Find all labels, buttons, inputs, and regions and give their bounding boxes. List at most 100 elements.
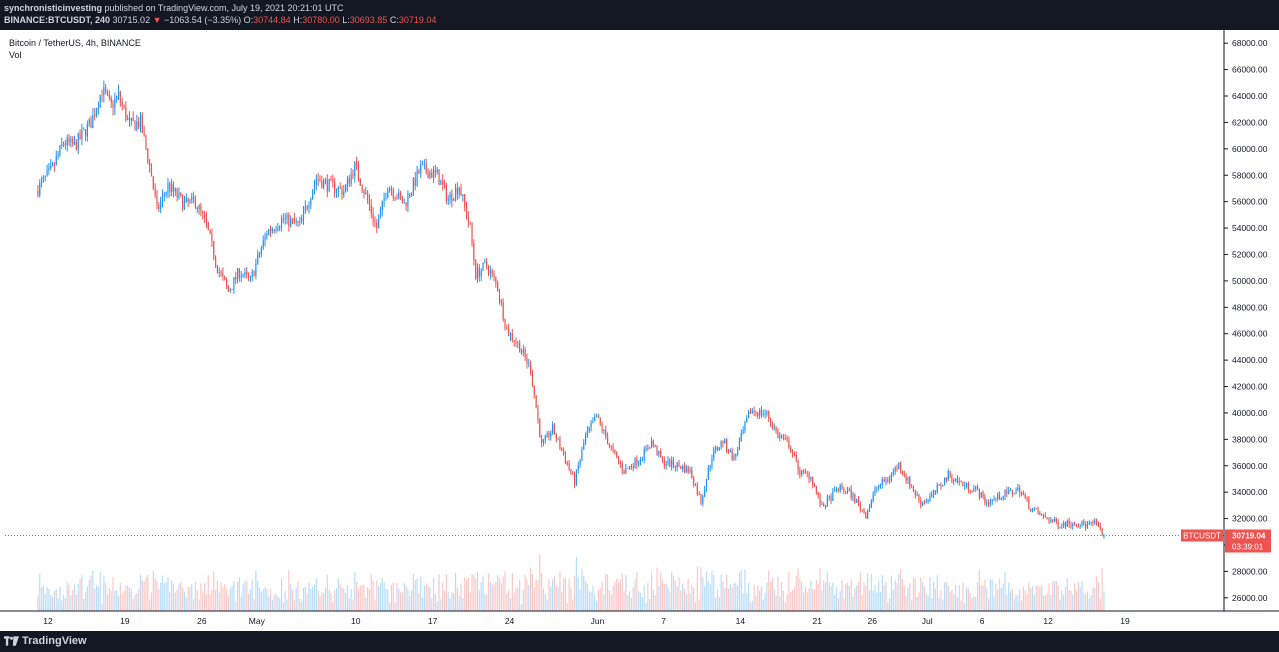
candle-body: [839, 485, 841, 491]
candle-body: [299, 220, 301, 223]
candle-body: [810, 476, 812, 480]
candle-body: [152, 176, 154, 189]
candle-body: [1022, 492, 1024, 495]
volume-bar: [205, 594, 208, 611]
candle-body: [103, 87, 105, 96]
volume-bar: [73, 584, 76, 611]
volume-bar: [121, 593, 123, 611]
volume-bar: [315, 577, 317, 611]
volume-bar: [735, 582, 737, 611]
volume-bar: [705, 571, 708, 611]
candle-body: [1044, 515, 1046, 518]
volume-bar: [398, 588, 400, 611]
volume-bar: [575, 557, 578, 611]
candle-body: [1002, 496, 1004, 499]
volume-bar: [914, 578, 916, 611]
volume-bar: [916, 596, 918, 611]
volume-bar: [616, 578, 618, 611]
x-tick-label: 19: [1120, 616, 1130, 626]
volume-bar: [986, 588, 988, 611]
volume-bar: [854, 588, 856, 611]
volume-bar: [643, 585, 645, 611]
volume-bar: [145, 576, 147, 611]
candle-body: [257, 254, 259, 264]
volume-bar: [99, 571, 101, 611]
candle-body: [768, 411, 770, 419]
candle-body: [652, 440, 654, 446]
volume-bar: [101, 604, 103, 611]
volume-bar: [539, 554, 541, 611]
chart-area[interactable]: 26000.0028000.0030000.0032000.0034000.00…: [0, 30, 1279, 631]
volume-bar: [806, 592, 808, 611]
candle-body: [746, 418, 748, 423]
volume-bar: [702, 577, 704, 611]
volume-bar: [938, 597, 940, 611]
volume-bar: [568, 579, 570, 611]
volume-bar: [693, 587, 695, 611]
candle-body: [933, 490, 935, 495]
volume-bar: [654, 595, 656, 611]
volume-bar: [1046, 593, 1048, 611]
volume-bar: [660, 572, 662, 611]
volume-bar: [1039, 587, 1041, 611]
volume-bar: [288, 570, 290, 611]
candle-body: [110, 97, 112, 103]
candle-body: [975, 486, 977, 489]
candle-body: [432, 170, 435, 178]
volume-bar: [951, 589, 953, 611]
volume-bar: [473, 574, 475, 611]
candle-body: [698, 494, 700, 495]
volume-bar: [1013, 599, 1015, 611]
volume-bar: [645, 602, 647, 611]
volume-bar: [1033, 594, 1035, 611]
price-tag: [1225, 529, 1271, 553]
price-chart[interactable]: 26000.0028000.0030000.0032000.0034000.00…: [0, 30, 1279, 631]
candle-body: [960, 481, 962, 482]
volume-bar: [48, 589, 50, 611]
volume-bar: [251, 580, 253, 611]
candle-body: [691, 469, 693, 479]
volume-bar: [579, 589, 581, 611]
candle-body: [702, 496, 704, 504]
volume-bar: [841, 580, 843, 611]
candle-body: [658, 450, 660, 455]
candle-body: [81, 130, 83, 139]
candle-body: [667, 459, 669, 465]
volume-bar: [345, 592, 347, 611]
volume-bar: [757, 585, 759, 611]
volume-bar: [997, 589, 999, 611]
candle-body: [583, 443, 585, 450]
open-label: O:: [243, 15, 254, 25]
volume-bar: [86, 586, 88, 611]
volume-bar: [870, 573, 872, 611]
candle-body: [720, 441, 722, 448]
candle-body: [513, 340, 515, 343]
volume-bar: [1061, 590, 1063, 611]
candle-body: [1042, 514, 1045, 516]
volume-bar: [1031, 586, 1034, 611]
candle-body: [1097, 524, 1100, 527]
candle-body: [264, 236, 266, 241]
author-name[interactable]: synchronisticinvesting: [4, 3, 103, 13]
volume-bar: [172, 583, 175, 611]
volume-bar: [308, 582, 310, 611]
candle-body: [857, 499, 860, 504]
candle-body: [324, 179, 327, 181]
candle-body: [993, 498, 995, 500]
candle-body: [590, 423, 592, 428]
volume-bar: [127, 585, 129, 611]
volume-bar: [863, 582, 865, 611]
volume-bar: [257, 580, 259, 611]
candle-body: [645, 447, 647, 449]
volume-bar: [843, 598, 845, 611]
volume-bar: [68, 584, 70, 611]
candle-body: [180, 192, 182, 196]
volume-bar: [621, 573, 623, 611]
candle-body: [280, 218, 283, 227]
tradingview-logo[interactable]: TradingView: [4, 635, 87, 647]
volume-bar: [682, 583, 684, 611]
candle-body: [636, 458, 638, 465]
candle-body: [356, 161, 358, 166]
candle-body: [755, 412, 757, 413]
volume-bar: [760, 586, 763, 611]
